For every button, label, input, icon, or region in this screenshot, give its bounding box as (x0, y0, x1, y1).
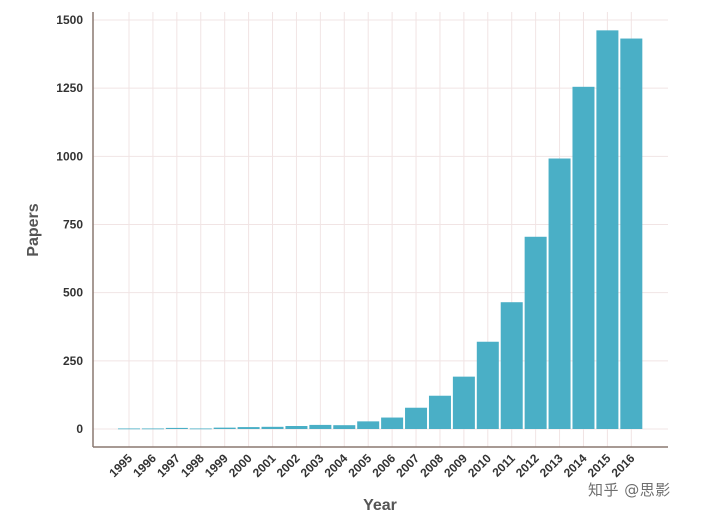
x-tick-label: 2007 (393, 451, 422, 480)
x-tick-label: 2001 (250, 451, 279, 480)
x-tick-label: 1996 (130, 451, 159, 480)
bar-2006 (381, 417, 404, 429)
x-tick-label: 2009 (441, 451, 470, 480)
x-tick-label: 1995 (106, 451, 135, 480)
axes (92, 12, 668, 448)
x-tick-label: 1997 (154, 451, 183, 480)
x-tick-label: 2013 (537, 451, 566, 480)
bar-2013 (548, 158, 571, 430)
y-tick-labels: 0 250 500 750 1000 1250 1500 (56, 13, 83, 436)
bar-1999 (213, 427, 236, 429)
x-tick-label: 2010 (465, 451, 494, 480)
bar-2014 (572, 86, 595, 429)
bar-1996 (141, 428, 164, 430)
x-tick-label: 2003 (298, 451, 327, 480)
x-tick-label: 1999 (202, 451, 231, 480)
x-tick-label: 2000 (226, 451, 255, 480)
y-tick-label: 1500 (56, 13, 83, 27)
x-tick-label: 2011 (490, 451, 519, 480)
y-tick-label: 1250 (56, 81, 83, 95)
x-tick-label: 2008 (417, 451, 446, 480)
x-tick-label: 2002 (274, 451, 303, 480)
y-axis-title: Papers (25, 203, 42, 256)
x-tick-label: 2014 (561, 451, 590, 480)
bar-2005 (357, 421, 380, 429)
bars (118, 30, 643, 430)
x-tick-label: 2005 (346, 451, 375, 480)
y-tick-label: 1000 (56, 149, 83, 163)
x-tick-label: 1998 (178, 451, 207, 480)
y-tick-label: 0 (76, 422, 83, 436)
bar-2011 (500, 302, 523, 429)
bar-1998 (189, 428, 212, 430)
bar-1995 (118, 428, 140, 430)
bar-2002 (285, 426, 308, 429)
x-axis-title: Year (363, 497, 397, 514)
bar-2008 (428, 395, 451, 429)
bar-2012 (524, 236, 547, 429)
bar-2007 (405, 407, 428, 429)
bar-2000 (237, 427, 260, 429)
y-tick-label: 750 (63, 218, 83, 232)
x-tick-label: 2015 (585, 451, 614, 480)
x-tick-label: 2012 (513, 451, 542, 480)
bar-2001 (261, 426, 284, 429)
bar-2015 (596, 30, 619, 430)
watermark: 知乎 @思影 (588, 481, 671, 499)
bar-2016 (620, 38, 643, 430)
bar-1997 (165, 427, 188, 429)
y-tick-label: 250 (63, 354, 83, 368)
bar-2010 (476, 341, 499, 429)
y-tick-label: 500 (63, 286, 83, 300)
x-tick-label: 2006 (369, 451, 398, 480)
bar-2004 (333, 425, 356, 429)
bar-2003 (309, 424, 332, 429)
x-tick-label: 2004 (322, 451, 351, 480)
bar-2009 (452, 376, 475, 429)
x-tick-label: 2016 (609, 451, 638, 480)
x-tick-labels: 1995199619971998199920002001200220032004… (106, 451, 637, 480)
